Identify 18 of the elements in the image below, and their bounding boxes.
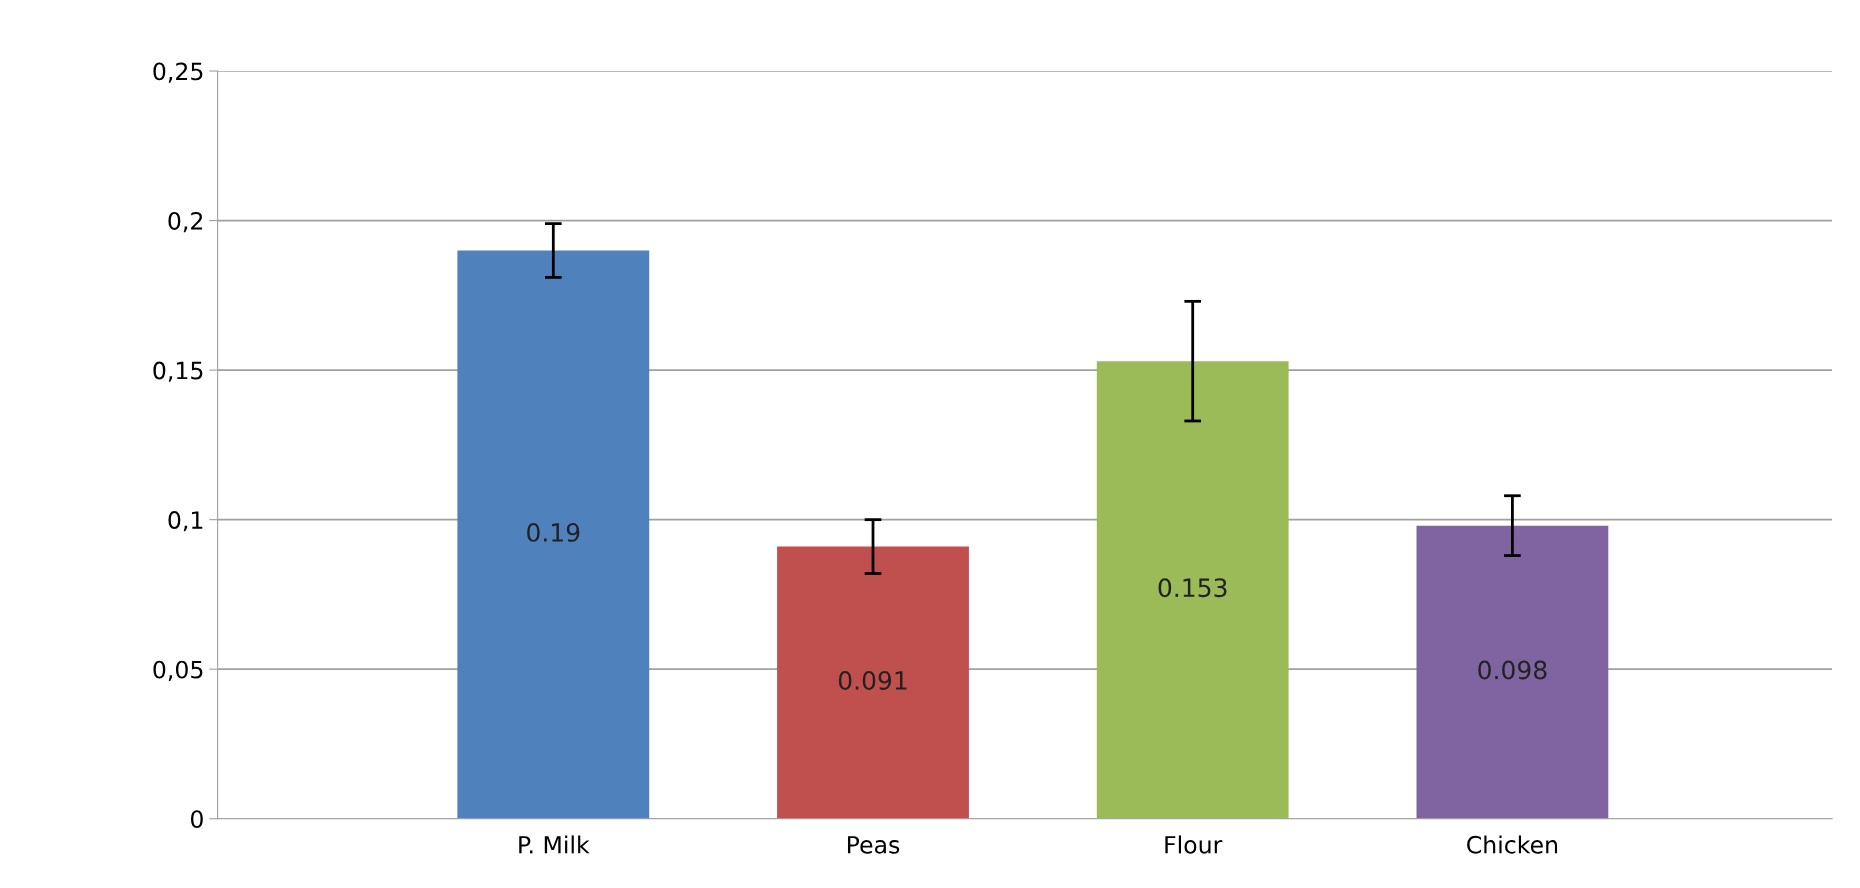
y-tick-label: 0,1	[168, 511, 203, 532]
y-tick-label: 0,15	[153, 361, 203, 382]
y-tick-label: 0,2	[168, 212, 203, 233]
bar	[777, 546, 969, 819]
x-tick-label: Chicken	[1467, 835, 1558, 854]
x-tick-label: P. Milk	[519, 835, 590, 854]
bar	[1416, 525, 1609, 819]
data-label: 0.19	[527, 522, 580, 542]
y-tick-label: 0,05	[153, 660, 203, 681]
y-tick-label: 0	[190, 810, 203, 829]
bar	[457, 250, 650, 819]
data-label: 0.091	[838, 671, 907, 690]
y-tick-label: 0,25	[153, 62, 203, 83]
x-tick-label: Flour	[1165, 835, 1223, 854]
bar	[1096, 361, 1289, 819]
data-label: 0.098	[1478, 660, 1547, 680]
data-label: 0.153	[1158, 578, 1227, 598]
x-tick-label: Peas	[847, 836, 900, 854]
